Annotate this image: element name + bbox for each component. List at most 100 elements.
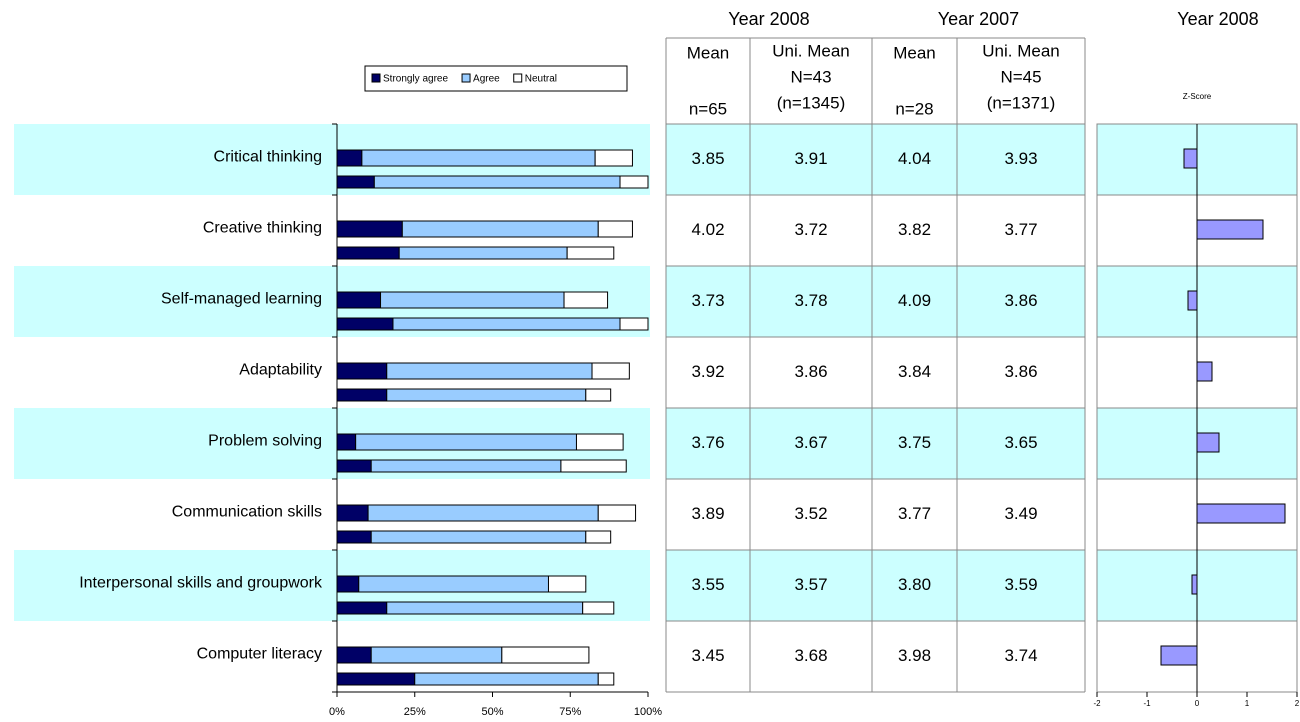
column-header: Uni. Mean [772, 41, 849, 60]
bar-segment [597, 504, 637, 522]
x-tick-label: 25% [404, 706, 426, 718]
column-header: Mean [687, 43, 730, 62]
bar-segment [619, 317, 649, 331]
table-cell: 4.04 [898, 149, 931, 168]
z-bar [1183, 148, 1198, 169]
bar-segment [370, 459, 562, 473]
column-header: N=43 [790, 67, 831, 86]
bar-segment [585, 388, 612, 402]
bar-segment [367, 504, 599, 522]
table-cell: 3.49 [1004, 504, 1037, 523]
table-cell: 3.89 [691, 504, 724, 523]
row-band [666, 550, 1085, 621]
bar-segment [597, 672, 615, 686]
bar-segment [355, 433, 577, 451]
table-cell: 3.76 [691, 433, 724, 452]
bar-segment [386, 388, 587, 402]
bar-segment [594, 149, 633, 167]
x-tick-label: 50% [481, 706, 503, 718]
bar-segment [414, 672, 599, 686]
x-tick-label: 1 [1245, 699, 1250, 708]
bar-segment [591, 362, 630, 380]
table-cell: 3.74 [1004, 646, 1037, 665]
x-tick-label: 0% [329, 706, 345, 718]
bar-segment [597, 220, 633, 238]
column-header: (n=1371) [987, 93, 1056, 112]
x-tick-label: -2 [1093, 699, 1101, 708]
table-cell: 3.67 [794, 433, 827, 452]
bar-segment [358, 575, 549, 593]
bar-segment [386, 362, 593, 380]
bar-segment [582, 601, 615, 615]
bar-segment [370, 530, 587, 544]
category-label: Problem solving [208, 433, 322, 450]
bar-segment [501, 646, 590, 664]
category-label: Critical thinking [214, 149, 322, 166]
bar-segment [336, 575, 360, 593]
table-cell: 4.02 [691, 220, 724, 239]
bar-segment [563, 291, 609, 309]
x-tick-label: 75% [559, 706, 581, 718]
table-cell: 3.92 [691, 362, 724, 381]
row-band [666, 124, 1085, 195]
bar-segment [336, 220, 403, 238]
category-label: Adaptability [239, 362, 322, 379]
table-cell: 3.57 [794, 575, 827, 594]
z-bar [1196, 361, 1213, 382]
x-tick-label: 100% [634, 706, 662, 718]
bar-segment [336, 646, 372, 664]
column-header: N=45 [1000, 67, 1041, 86]
category-label: Communication skills [172, 504, 322, 521]
table-cell: 3.86 [794, 362, 827, 381]
row-band [666, 266, 1085, 337]
bar-segment [336, 433, 357, 451]
bar-segment [336, 291, 382, 309]
category-label: Creative thinking [203, 220, 322, 237]
category-label: Computer literacy [197, 646, 322, 663]
bar-segment [370, 646, 503, 664]
table-cell: 3.68 [794, 646, 827, 665]
table-cell: 3.84 [898, 362, 931, 381]
table-cell: 3.91 [794, 149, 827, 168]
table-cell: 3.55 [691, 575, 724, 594]
bar-segment [336, 362, 388, 380]
bar-segment [361, 149, 596, 167]
x-tick-label: -1 [1143, 699, 1151, 708]
column-header: Mean [893, 43, 936, 62]
bar-segment [373, 175, 621, 189]
z-bar [1191, 574, 1198, 595]
table-cell: 3.80 [898, 575, 931, 594]
z-bar [1196, 503, 1286, 524]
bar-segment [336, 388, 388, 402]
z-bar [1196, 432, 1220, 453]
bar-segment [619, 175, 649, 189]
bar-segment [401, 220, 599, 238]
table-cell: 3.85 [691, 149, 724, 168]
legend-label: Agree [473, 74, 500, 85]
panel-heading: Year 2008 [1177, 9, 1258, 29]
legend-label: Neutral [525, 74, 557, 85]
table-cell: 3.65 [1004, 433, 1037, 452]
bar-segment [336, 530, 372, 544]
bar-segment [336, 672, 416, 686]
table-cell: 3.98 [898, 646, 931, 665]
column-header: n=65 [689, 99, 727, 118]
table-cell: 3.52 [794, 504, 827, 523]
table-cell: 3.78 [794, 291, 827, 310]
bar-segment [336, 459, 372, 473]
group-heading: Year 2007 [938, 9, 1019, 29]
bar-segment [575, 433, 624, 451]
z-bar [1187, 290, 1198, 311]
table-cell: 3.73 [691, 291, 724, 310]
table-cell: 3.72 [794, 220, 827, 239]
z-bar [1160, 645, 1198, 666]
bar-segment [566, 246, 615, 260]
bar-segment [547, 575, 587, 593]
x-tick-label: 0 [1195, 699, 1200, 708]
bar-segment [380, 291, 565, 309]
legend-box [364, 65, 628, 92]
category-label: Interpersonal skills and groupwork [79, 575, 323, 592]
table-cell: 3.45 [691, 646, 724, 665]
legend-swatch [513, 73, 523, 83]
